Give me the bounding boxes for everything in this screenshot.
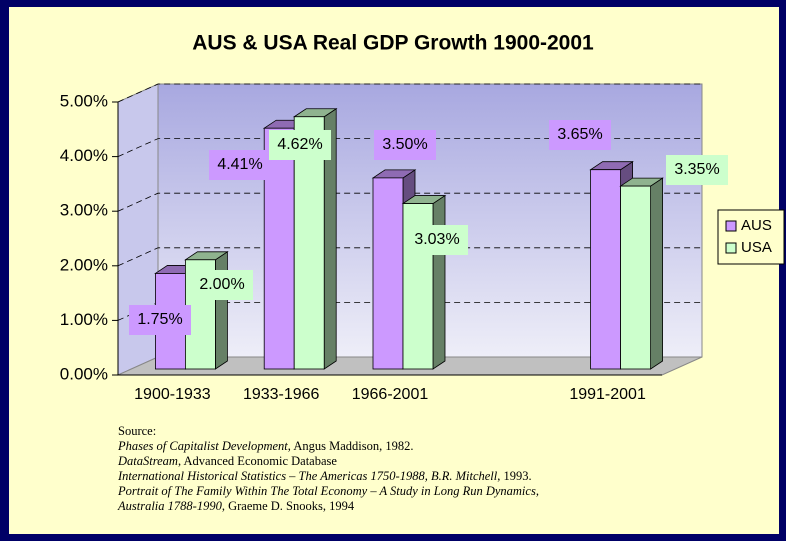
data-label: 2.00% <box>199 276 244 293</box>
data-label-box <box>406 225 468 255</box>
bar-side <box>650 177 663 370</box>
source-line: Source: <box>118 424 539 439</box>
source-text: International Historical Statistics – Th… <box>118 469 498 483</box>
y-tick-label: 3.00% <box>60 201 108 220</box>
source-text: Phases of Capitalist Development <box>118 439 288 453</box>
source-line: Portrait of The Family Within The Total … <box>118 484 539 499</box>
source-text: , Advanced Economic Database <box>177 454 337 468</box>
legend-swatch <box>725 242 737 254</box>
bar <box>590 169 621 370</box>
bar <box>372 177 404 370</box>
y-tick-label: 4.00% <box>60 146 108 165</box>
legend-label: AUS <box>741 217 772 234</box>
grid-line <box>117 83 702 103</box>
data-label-box <box>129 305 191 335</box>
source-text: DataStream <box>118 454 178 468</box>
data-label-box <box>666 155 728 185</box>
source-text: , Graeme D. Snooks, 1994 <box>221 499 355 513</box>
x-tick-label: 1991-2001 <box>569 386 646 403</box>
x-tick-label: 1900-1933 <box>134 386 211 403</box>
source-line: DataStream, Advanced Economic Database <box>118 454 539 469</box>
data-label-box <box>549 120 611 150</box>
source-line: Australia 1788-1990, Graeme D. Snooks, 1… <box>118 499 539 514</box>
legend-label: USA <box>741 239 772 256</box>
data-label-box <box>209 150 271 180</box>
data-label: 3.50% <box>382 136 427 153</box>
y-tick-label: 5.00% <box>60 91 108 110</box>
data-label: 3.03% <box>414 231 459 248</box>
data-label: 3.65% <box>557 126 602 143</box>
data-label: 1.75% <box>137 311 182 328</box>
y-tick-label: 0.00% <box>60 364 108 383</box>
source-line: International Historical Statistics – Th… <box>118 469 539 484</box>
data-label-box <box>191 270 253 300</box>
data-label: 4.41% <box>217 156 262 173</box>
data-label-box <box>269 130 331 160</box>
source-text: , 1993. <box>497 469 532 483</box>
source-line: Phases of Capitalist Development, Angus … <box>118 439 539 454</box>
x-tick-label: 1933-1966 <box>243 386 320 403</box>
data-label-box <box>374 130 436 160</box>
grid-line <box>117 247 702 267</box>
bar <box>620 185 651 370</box>
source-text: Source: <box>118 424 157 438</box>
bar-side <box>214 251 228 370</box>
y-tick-label: 1.00% <box>60 310 108 329</box>
source-text: , Angus Maddison, 1982. <box>287 439 414 453</box>
legend-box <box>717 209 785 265</box>
grid-line <box>117 192 702 212</box>
source-notes: Source: Phases of Capitalist Development,… <box>118 424 539 514</box>
source-text: Portrait of The Family Within The Total … <box>118 484 539 498</box>
data-label: 4.62% <box>277 136 322 153</box>
x-tick-label: 1966-2001 <box>352 386 429 403</box>
chart-title: AUS & USA Real GDP Growth 1900-2001 <box>192 32 594 55</box>
y-tick-label: 2.00% <box>60 255 108 274</box>
bar-side <box>432 194 446 370</box>
source-text: Australia 1788-1990 <box>118 499 222 513</box>
grid-line <box>117 138 702 157</box>
legend-swatch <box>725 220 737 232</box>
data-label: 3.35% <box>674 161 719 178</box>
